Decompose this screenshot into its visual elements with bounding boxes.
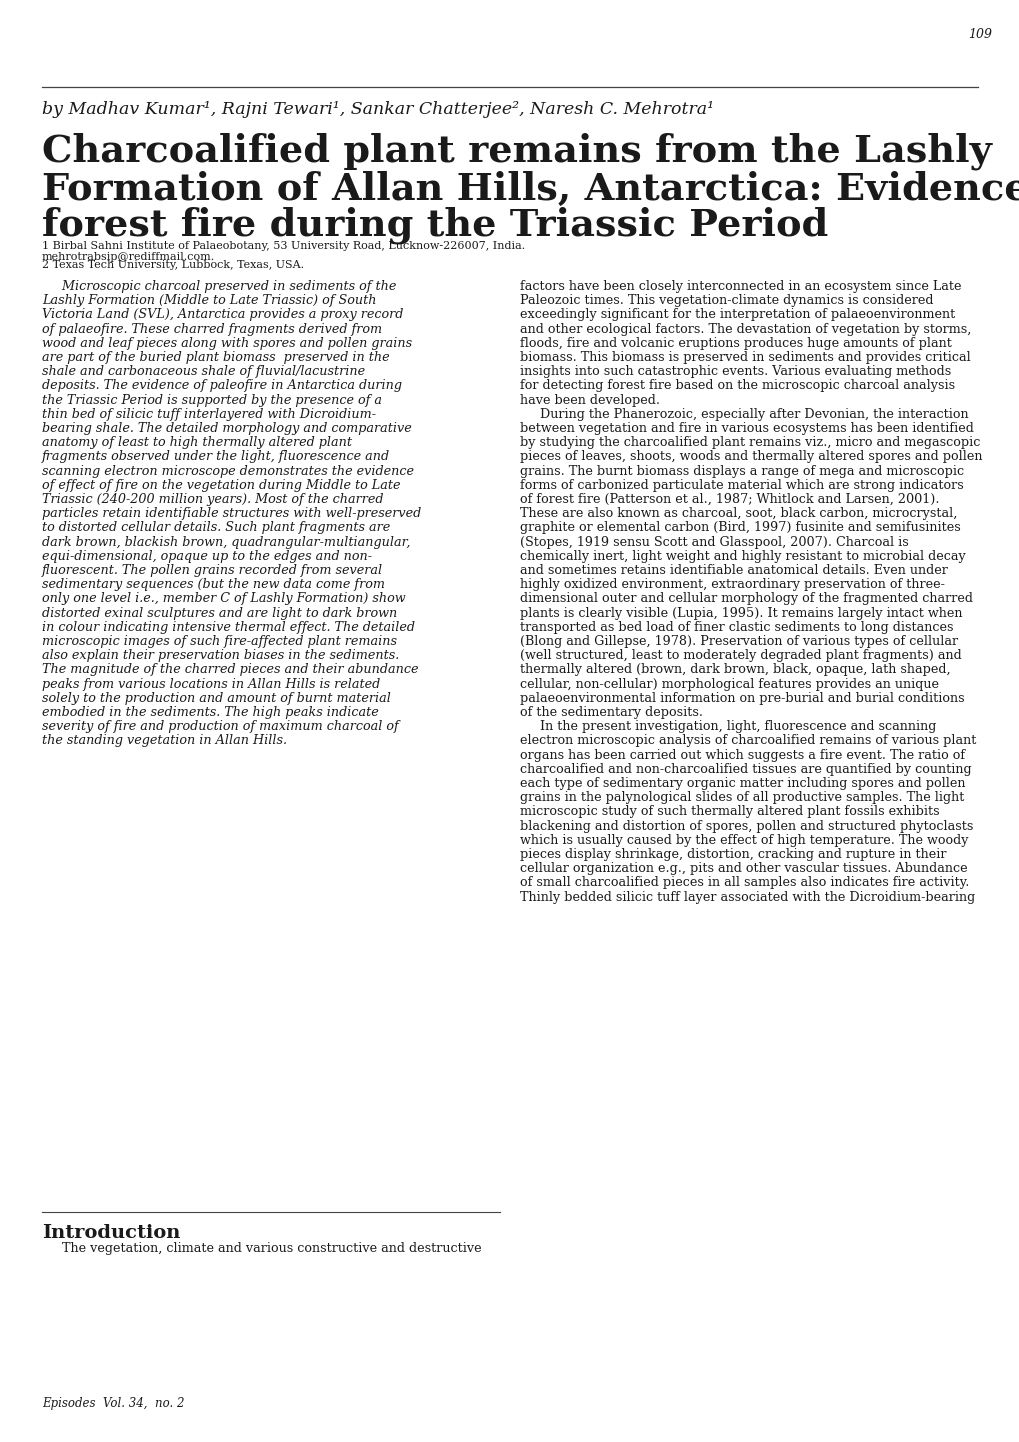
Text: forest fire during the Triassic Period: forest fire during the Triassic Period — [42, 208, 827, 245]
Text: 109: 109 — [967, 27, 991, 40]
Text: insights into such catastrophic events. Various evaluating methods: insights into such catastrophic events. … — [520, 365, 951, 378]
Text: highly oxidized environment, extraordinary preservation of three-: highly oxidized environment, extraordina… — [520, 578, 944, 591]
Text: 2 Texas Tech University, Lubbock, Texas, USA.: 2 Texas Tech University, Lubbock, Texas,… — [42, 260, 308, 270]
Text: solely to the production and amount of burnt material: solely to the production and amount of b… — [42, 692, 390, 705]
Text: These are also known as charcoal, soot, black carbon, microcrystal,: These are also known as charcoal, soot, … — [520, 508, 957, 521]
Text: (well structured, least to moderately degraded plant fragments) and: (well structured, least to moderately de… — [520, 649, 961, 662]
Text: graphite or elemental carbon (Bird, 1997) fusinite and semifusinites: graphite or elemental carbon (Bird, 1997… — [520, 522, 960, 535]
Text: also explain their preservation biases in the sediments.: also explain their preservation biases i… — [42, 649, 398, 662]
Text: forms of carbonized particulate material which are strong indicators: forms of carbonized particulate material… — [520, 479, 963, 492]
Text: cellular organization e.g., pits and other vascular tissues. Abundance: cellular organization e.g., pits and oth… — [520, 862, 967, 875]
Text: between vegetation and fire in various ecosystems has been identified: between vegetation and fire in various e… — [520, 423, 973, 435]
Text: fragments observed under the light, fluorescence and: fragments observed under the light, fluo… — [42, 450, 389, 463]
Text: only one level i.e., member C of Lashly Formation) show: only one level i.e., member C of Lashly … — [42, 593, 406, 606]
Text: pieces display shrinkage, distortion, cracking and rupture in their: pieces display shrinkage, distortion, cr… — [520, 848, 946, 861]
Text: pieces of leaves, shoots, woods and thermally altered spores and pollen: pieces of leaves, shoots, woods and ther… — [520, 450, 981, 463]
Text: dark brown, blackish brown, quadrangular-multiangular,: dark brown, blackish brown, quadrangular… — [42, 535, 410, 548]
Text: scanning electron microscope demonstrates the evidence: scanning electron microscope demonstrate… — [42, 464, 414, 477]
Text: plants is clearly visible (Lupia, 1995). It remains largely intact when: plants is clearly visible (Lupia, 1995).… — [520, 607, 962, 620]
Text: floods, fire and volcanic eruptions produces huge amounts of plant: floods, fire and volcanic eruptions prod… — [520, 337, 951, 350]
Text: grains in the palynological slides of all productive samples. The light: grains in the palynological slides of al… — [520, 792, 963, 805]
Text: dimensional outer and cellular morphology of the fragmented charred: dimensional outer and cellular morpholog… — [520, 593, 972, 606]
Text: During the Phanerozoic, especially after Devonian, the interaction: During the Phanerozoic, especially after… — [520, 408, 968, 421]
Text: mehrotrabsip@rediffmail.com.: mehrotrabsip@rediffmail.com. — [42, 252, 215, 262]
Text: Victoria Land (SVL), Antarctica provides a proxy record: Victoria Land (SVL), Antarctica provides… — [42, 309, 403, 322]
Text: have been developed.: have been developed. — [520, 394, 659, 407]
Text: sedimentary sequences (but the new data come from: sedimentary sequences (but the new data … — [42, 578, 384, 591]
Text: severity of fire and production of maximum charcoal of: severity of fire and production of maxim… — [42, 720, 398, 733]
Text: deposits. The evidence of paleofire in Antarctica during: deposits. The evidence of paleofire in A… — [42, 379, 401, 392]
Text: fluorescent. The pollen grains recorded from several: fluorescent. The pollen grains recorded … — [42, 564, 383, 577]
Text: organs has been carried out which suggests a fire event. The ratio of: organs has been carried out which sugges… — [520, 748, 964, 761]
Text: (Blong and Gillepse, 1978). Preservation of various types of cellular: (Blong and Gillepse, 1978). Preservation… — [520, 634, 957, 647]
Text: Triassic (240-200 million years). Most of the charred: Triassic (240-200 million years). Most o… — [42, 493, 383, 506]
Text: of effect of fire on the vegetation during Middle to Late: of effect of fire on the vegetation duri… — [42, 479, 400, 492]
Text: The vegetation, climate and various constructive and destructive: The vegetation, climate and various cons… — [42, 1242, 481, 1255]
Text: Introduction: Introduction — [42, 1224, 180, 1242]
Text: thermally altered (brown, dark brown, black, opaque, lath shaped,: thermally altered (brown, dark brown, bl… — [520, 663, 950, 676]
Text: equi-dimensional, opaque up to the edges and non-: equi-dimensional, opaque up to the edges… — [42, 549, 372, 562]
Text: (Stopes, 1919 sensu Scott and Glasspool, 2007). Charcoal is: (Stopes, 1919 sensu Scott and Glasspool,… — [520, 535, 908, 548]
Text: Paleozoic times. This vegetation-climate dynamics is considered: Paleozoic times. This vegetation-climate… — [520, 294, 932, 307]
Text: are part of the buried plant biomass  preserved in the: are part of the buried plant biomass pre… — [42, 350, 389, 363]
Text: cellular, non-cellular) morphological features provides an unique: cellular, non-cellular) morphological fe… — [520, 678, 938, 691]
Text: which is usually caused by the effect of high temperature. The woody: which is usually caused by the effect of… — [520, 833, 968, 846]
Text: microscopic images of such fire-affected plant remains: microscopic images of such fire-affected… — [42, 634, 396, 647]
Text: In the present investigation, light, fluorescence and scanning: In the present investigation, light, flu… — [520, 720, 935, 733]
Text: Formation of Allan Hills, Antarctica: Evidence of: Formation of Allan Hills, Antarctica: Ev… — [42, 172, 1019, 208]
Text: chemically inert, light weight and highly resistant to microbial decay: chemically inert, light weight and highl… — [520, 549, 965, 562]
Text: blackening and distortion of spores, pollen and structured phytoclasts: blackening and distortion of spores, pol… — [520, 819, 972, 832]
Text: distorted exinal sculptures and are light to dark brown: distorted exinal sculptures and are ligh… — [42, 607, 396, 620]
Text: 1 Birbal Sahni Institute of Palaeobotany, 53 University Road, Lucknow-226007, In: 1 Birbal Sahni Institute of Palaeobotany… — [42, 241, 528, 251]
Text: charcoalified and non-charcoalified tissues are quantified by counting: charcoalified and non-charcoalified tiss… — [520, 763, 971, 776]
Text: particles retain identifiable structures with well-preserved: particles retain identifiable structures… — [42, 508, 421, 521]
Text: each type of sedimentary organic matter including spores and pollen: each type of sedimentary organic matter … — [520, 777, 965, 790]
Text: Thinly bedded silicic tuff layer associated with the Dicroidium-bearing: Thinly bedded silicic tuff layer associa… — [520, 891, 974, 904]
Text: Charcoalified plant remains from the Lashly: Charcoalified plant remains from the Las… — [42, 133, 990, 170]
Text: transported as bed load of finer clastic sediments to long distances: transported as bed load of finer clastic… — [520, 622, 953, 634]
Text: bearing shale. The detailed morphology and comparative: bearing shale. The detailed morphology a… — [42, 423, 412, 435]
Text: and other ecological factors. The devastation of vegetation by storms,: and other ecological factors. The devast… — [520, 323, 970, 336]
Text: anatomy of least to high thermally altered plant: anatomy of least to high thermally alter… — [42, 435, 352, 450]
Text: shale and carbonaceous shale of fluvial/lacustrine: shale and carbonaceous shale of fluvial/… — [42, 365, 365, 378]
Text: Episodes  Vol. 34,  no. 2: Episodes Vol. 34, no. 2 — [42, 1397, 184, 1410]
Text: by Madhav Kumar¹, Rajni Tewari¹, Sankar Chatterjee², Naresh C. Mehrotra¹: by Madhav Kumar¹, Rajni Tewari¹, Sankar … — [42, 101, 713, 118]
Text: to distorted cellular details. Such plant fragments are: to distorted cellular details. Such plan… — [42, 522, 390, 535]
Text: thin bed of silicic tuff interlayered with Dicroidium-: thin bed of silicic tuff interlayered wi… — [42, 408, 376, 421]
Text: electron microscopic analysis of charcoalified remains of various plant: electron microscopic analysis of charcoa… — [520, 734, 975, 747]
Text: in colour indicating intensive thermal effect. The detailed: in colour indicating intensive thermal e… — [42, 622, 415, 634]
Text: wood and leaf pieces along with spores and pollen grains: wood and leaf pieces along with spores a… — [42, 337, 412, 350]
Text: Lashly Formation (Middle to Late Triassic) of South: Lashly Formation (Middle to Late Triassi… — [42, 294, 376, 307]
Text: palaeoenvironmental information on pre-burial and burial conditions: palaeoenvironmental information on pre-b… — [520, 692, 964, 705]
Text: by studying the charcoalified plant remains viz., micro and megascopic: by studying the charcoalified plant rema… — [520, 435, 979, 450]
Text: of the sedimentary deposits.: of the sedimentary deposits. — [520, 707, 702, 720]
Text: factors have been closely interconnected in an ecosystem since Late: factors have been closely interconnected… — [520, 280, 961, 293]
Text: biomass. This biomass is preserved in sediments and provides critical: biomass. This biomass is preserved in se… — [520, 350, 970, 363]
Text: exceedingly significant for the interpretation of palaeoenvironment: exceedingly significant for the interpre… — [520, 309, 955, 322]
Text: the standing vegetation in Allan Hills.: the standing vegetation in Allan Hills. — [42, 734, 286, 747]
Text: of palaeofire. These charred fragments derived from: of palaeofire. These charred fragments d… — [42, 323, 382, 336]
Text: the Triassic Period is supported by the presence of a: the Triassic Period is supported by the … — [42, 394, 382, 407]
Text: Microscopic charcoal preserved in sediments of the: Microscopic charcoal preserved in sedime… — [42, 280, 396, 293]
Text: of small charcoalified pieces in all samples also indicates fire activity.: of small charcoalified pieces in all sam… — [520, 877, 968, 890]
Text: grains. The burnt biomass displays a range of mega and microscopic: grains. The burnt biomass displays a ran… — [520, 464, 963, 477]
Text: for detecting forest fire based on the microscopic charcoal analysis: for detecting forest fire based on the m… — [520, 379, 954, 392]
Text: microscopic study of such thermally altered plant fossils exhibits: microscopic study of such thermally alte… — [520, 806, 938, 819]
Text: embodied in the sediments. The high peaks indicate: embodied in the sediments. The high peak… — [42, 707, 378, 720]
Text: The magnitude of the charred pieces and their abundance: The magnitude of the charred pieces and … — [42, 663, 418, 676]
Text: and sometimes retains identifiable anatomical details. Even under: and sometimes retains identifiable anato… — [520, 564, 947, 577]
Text: of forest fire (Patterson et al., 1987; Whitlock and Larsen, 2001).: of forest fire (Patterson et al., 1987; … — [520, 493, 938, 506]
Text: peaks from various locations in Allan Hills is related: peaks from various locations in Allan Hi… — [42, 678, 380, 691]
